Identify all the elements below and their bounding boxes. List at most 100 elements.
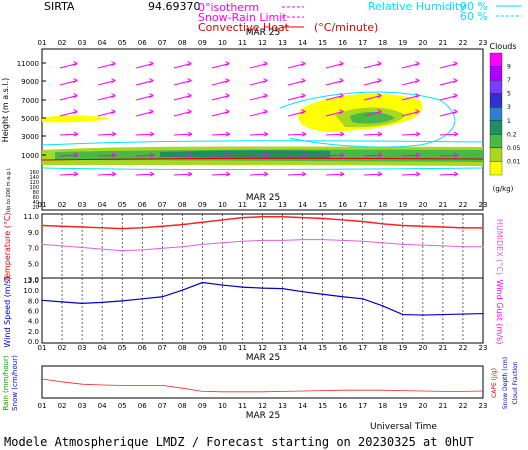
wind-arrow [59,80,78,86]
clouds-ytick-7000: 7000 [21,97,39,105]
wind-arrow [287,133,307,136]
temp-point [41,224,43,227]
wind-arrowhead [377,61,382,66]
wind-arrowhead [263,61,268,66]
precip-date-top: MAR 25 [246,353,281,363]
wind-arrowhead [149,93,154,98]
wind-arrow [135,95,154,101]
wind-arrowhead [415,109,420,114]
temp-hour-04: 04 [98,201,107,209]
wind-arrowhead [263,93,268,98]
wind-arrow [439,111,458,117]
convective-line [41,157,484,161]
temp-hour-08: 08 [178,201,187,209]
wind-arrowhead [149,61,154,66]
temp-hour-02: 02 [58,201,67,209]
temp-point [341,219,344,221]
wind-arrowhead [111,93,116,98]
precip-panel: 01 02 03 04 05 06 07 08 09 10 11 12 13 14 15 16 17 18 19 20… [2,344,519,421]
precip-hour-top-19: 19 [398,344,407,352]
wind-arrow [59,154,79,157]
precip-hour-bottom-10: 10 [218,402,227,410]
precip-hour-bottom-18: 18 [378,402,387,410]
clouds-hour-top-22: 22 [458,39,467,47]
clouds-hour-top-10: 10 [218,39,227,47]
wind-arrowhead [377,171,383,177]
clouds-panel: 01 02 03 04 05 06 07 08 09 10 11 12 13 14 15 16 17 18 19 20… [1,28,521,213]
precip-hour-bottom-06: 06 [138,402,147,410]
wind-arrow [249,154,269,157]
precip-hour-top-11: 11 [238,344,247,352]
precip-hour-top-13: 13 [278,344,287,352]
temp-point [301,216,304,219]
temp-point [361,220,364,223]
clouds-hour-top-20: 20 [418,39,427,47]
precip-hour-bottom-11: 11 [238,402,247,410]
temp-hour-01: 01 [38,201,47,209]
wind-arrowhead [73,152,79,158]
wind-arrow [59,63,78,69]
wind-arrowhead [263,152,269,158]
wind-arrow [211,80,230,86]
wind-arrow [97,173,117,176]
wind-arrowhead [111,78,116,83]
wind-point [81,302,83,305]
precip-hour-top-14: 14 [298,344,307,352]
clouds-ytick-low-100: 100 [29,185,39,191]
temp-point [241,216,244,219]
clouds-ytick-low-60: 60 [33,195,39,201]
wind-point [381,305,384,307]
rh-contour-upper [279,91,456,148]
wind-arrow [401,111,420,117]
clouds-hour-top-07: 07 [158,39,167,47]
wind-arrow [401,63,420,69]
wind-arrow [249,95,268,101]
wind-arrowhead [111,152,117,158]
temperature-panel: MAR 25 01 02 03 04 05 06 07 08 09 10 11 12 13 14 15 16 17… [3,193,504,284]
wind-arrow [287,95,306,101]
wind-arrowhead [111,131,117,137]
temp-point [121,227,123,230]
wind-arrow [59,133,79,136]
gust-ylabel: Wind Gust (m/s) [495,280,504,345]
wind-arrow [211,95,230,101]
wind-arrowhead [187,109,192,114]
temp-point [281,239,284,242]
temp-point [462,227,464,229]
wind-arrow [97,111,116,117]
wind-point [301,290,304,293]
temp-hour-07: 07 [158,201,167,209]
clouds-hour-top-03: 03 [78,39,87,47]
precip-hour-top-18: 18 [378,344,387,352]
precip-hour-top-03: 03 [78,344,87,352]
wind-arrowhead [263,109,268,114]
wind-arrow [325,63,344,69]
wind-arrow [325,154,345,157]
temp-point [181,223,184,226]
clouds-hour-top-05: 05 [118,39,127,47]
wind-arrowhead [339,61,344,66]
wind-arrow [173,80,192,86]
wind-ytick-10.0: 10.0 [23,287,39,295]
wind-arrowhead [453,152,459,158]
wind-arrowhead [377,109,382,114]
clouds-ytick-low-80: 80 [33,190,39,196]
wind-arrow [287,154,307,157]
snow-depth-ylabel: Snow Depth (cm) [502,357,509,409]
temp-point [482,227,484,229]
temp-point [341,239,344,242]
cloud-patch-upper-dense [350,112,395,124]
temp-point [422,225,424,228]
temp-date: MAR 25 [246,193,281,203]
clouds-hour-top-04: 04 [98,39,107,47]
wind-panel: 12.0 10.0 8.0 6.0 4.0 2.0 0.0 Wind Speed (m/s) W… [3,276,504,347]
wind-point [462,313,464,315]
wind-arrow [439,95,458,101]
clouds-hour-top-02: 02 [58,39,67,47]
clouds-ytick-low-120: 120 [29,180,39,186]
wind-arrowhead [225,131,231,137]
clouds-hour-top-14: 14 [298,39,307,47]
wind-point [121,300,123,302]
precip-hour-bottom-09: 09 [198,402,207,410]
wind-arrowhead [187,61,192,66]
